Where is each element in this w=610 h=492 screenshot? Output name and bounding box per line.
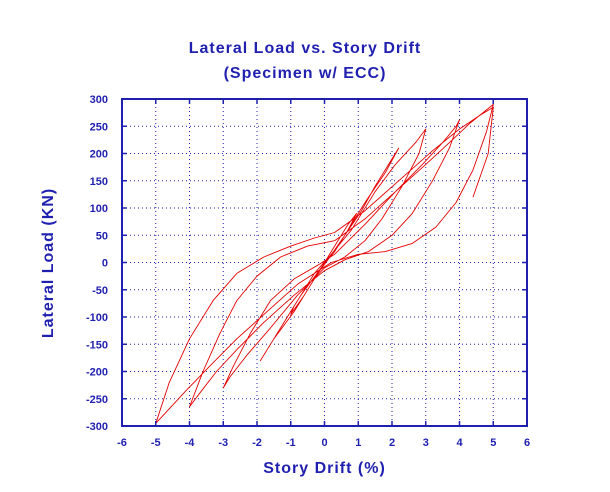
chart-title: Lateral Load vs. Story Drift — [188, 40, 422, 57]
x-tick-label: -6 — [117, 437, 127, 449]
x-tick-label: -3 — [218, 437, 228, 449]
x-tick-label: -5 — [151, 437, 161, 449]
tick-label-layer: -6 -5 -4 -3 -2 -1 0 1 2 3 4 5 6 -300 -250 -200 -150 -100 -… — [86, 94, 530, 449]
x-tick-label: -2 — [252, 437, 262, 449]
x-tick-label: -4 — [185, 437, 196, 449]
x-tick-label: 3 — [423, 437, 429, 449]
x-tick-label: 1 — [355, 437, 361, 449]
y-tick-label: -300 — [86, 421, 108, 433]
series-layer — [155, 103, 494, 424]
chart-subtitle: (Specimen w/ ECC) — [223, 65, 387, 82]
y-tick-label: 200 — [90, 149, 108, 161]
y-tick-label: 50 — [96, 230, 108, 242]
y-tick-label: -150 — [86, 339, 108, 351]
grid-layer — [122, 99, 527, 426]
y-tick-label: 250 — [90, 121, 108, 133]
x-axis-label: Story Drift (%) — [263, 460, 386, 477]
x-tick-label: 0 — [321, 437, 327, 449]
y-tick-label: 100 — [90, 203, 108, 215]
x-tick-label: 4 — [456, 437, 463, 449]
y-axis-label-wrap: Lateral Load (KN) — [34, 100, 64, 426]
y-tick-label: 300 — [90, 94, 108, 106]
y-tick-label: 150 — [90, 176, 108, 188]
axis-layer — [121, 98, 528, 427]
x-tick-label: -1 — [286, 437, 296, 449]
y-tick-label: -250 — [86, 394, 108, 406]
y-axis-label: Lateral Load (KN) — [40, 187, 57, 339]
x-tick-label: 2 — [389, 437, 395, 449]
series-line — [155, 103, 494, 424]
y-tick-label: -200 — [86, 367, 108, 379]
x-tick-label: 5 — [490, 437, 496, 449]
y-tick-label: -50 — [92, 285, 108, 297]
x-tick-label: 6 — [524, 437, 530, 449]
y-tick-label: 0 — [102, 258, 108, 270]
y-tick-label: -100 — [86, 312, 108, 324]
